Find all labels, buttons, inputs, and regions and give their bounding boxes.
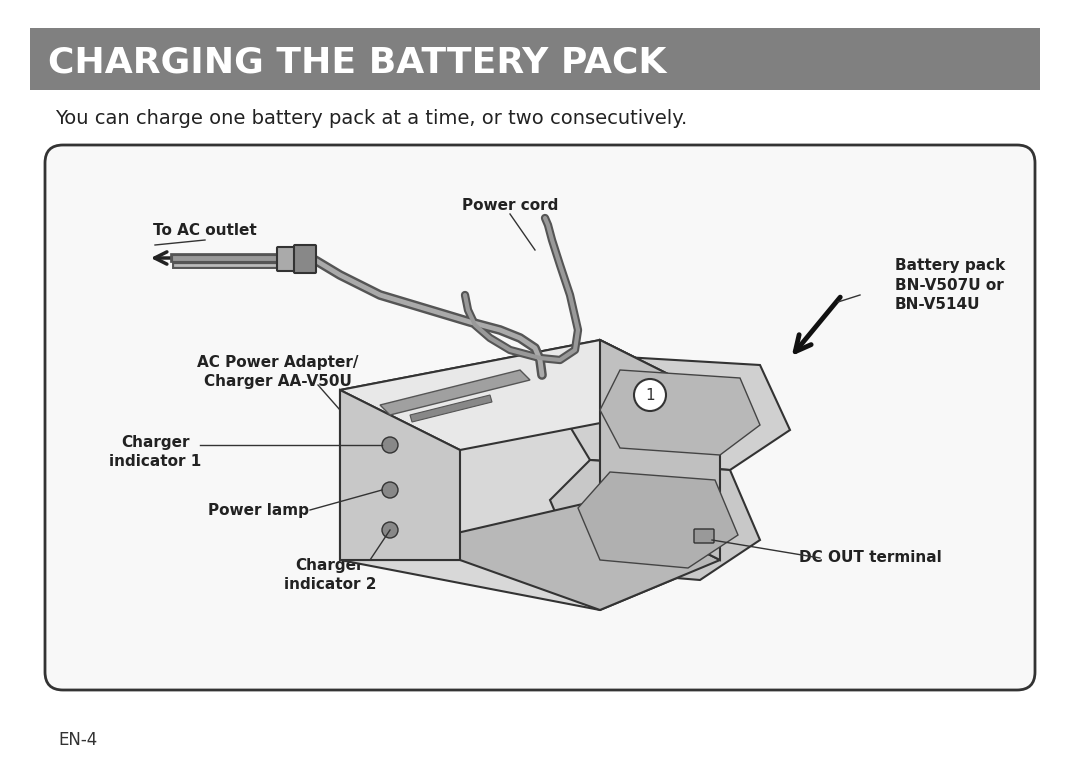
Text: Charger
indicator 2: Charger indicator 2 xyxy=(284,558,376,592)
Polygon shape xyxy=(340,500,720,610)
FancyBboxPatch shape xyxy=(276,247,299,271)
Polygon shape xyxy=(340,340,720,610)
Text: Power cord: Power cord xyxy=(462,197,558,213)
Polygon shape xyxy=(600,340,720,560)
Polygon shape xyxy=(340,340,720,450)
Text: To AC outlet: To AC outlet xyxy=(153,223,257,237)
Text: Charger
indicator 1: Charger indicator 1 xyxy=(109,435,201,470)
FancyBboxPatch shape xyxy=(30,28,1040,90)
Text: You can charge one battery pack at a time, or two consecutively.: You can charge one battery pack at a tim… xyxy=(55,109,687,128)
Circle shape xyxy=(382,482,399,498)
FancyBboxPatch shape xyxy=(294,245,316,273)
Text: CHARGING THE BATTERY PACK: CHARGING THE BATTERY PACK xyxy=(48,45,666,79)
FancyBboxPatch shape xyxy=(45,145,1035,690)
Polygon shape xyxy=(578,472,738,568)
Text: Power lamp: Power lamp xyxy=(207,503,309,517)
Polygon shape xyxy=(410,395,492,422)
Text: 1: 1 xyxy=(645,388,654,402)
Text: EN-4: EN-4 xyxy=(58,731,97,749)
Text: DC OUT terminal: DC OUT terminal xyxy=(798,551,942,565)
Polygon shape xyxy=(561,355,789,470)
Circle shape xyxy=(382,437,399,453)
Circle shape xyxy=(382,522,399,538)
Text: AC Power Adapter/
Charger AA-V50U: AC Power Adapter/ Charger AA-V50U xyxy=(198,355,359,389)
Circle shape xyxy=(634,379,666,411)
FancyBboxPatch shape xyxy=(694,529,714,543)
Polygon shape xyxy=(340,390,460,560)
Polygon shape xyxy=(550,460,760,580)
Text: Battery pack
BN-V507U or
BN-V514U: Battery pack BN-V507U or BN-V514U xyxy=(895,258,1005,312)
Polygon shape xyxy=(380,370,530,415)
Polygon shape xyxy=(600,370,760,455)
